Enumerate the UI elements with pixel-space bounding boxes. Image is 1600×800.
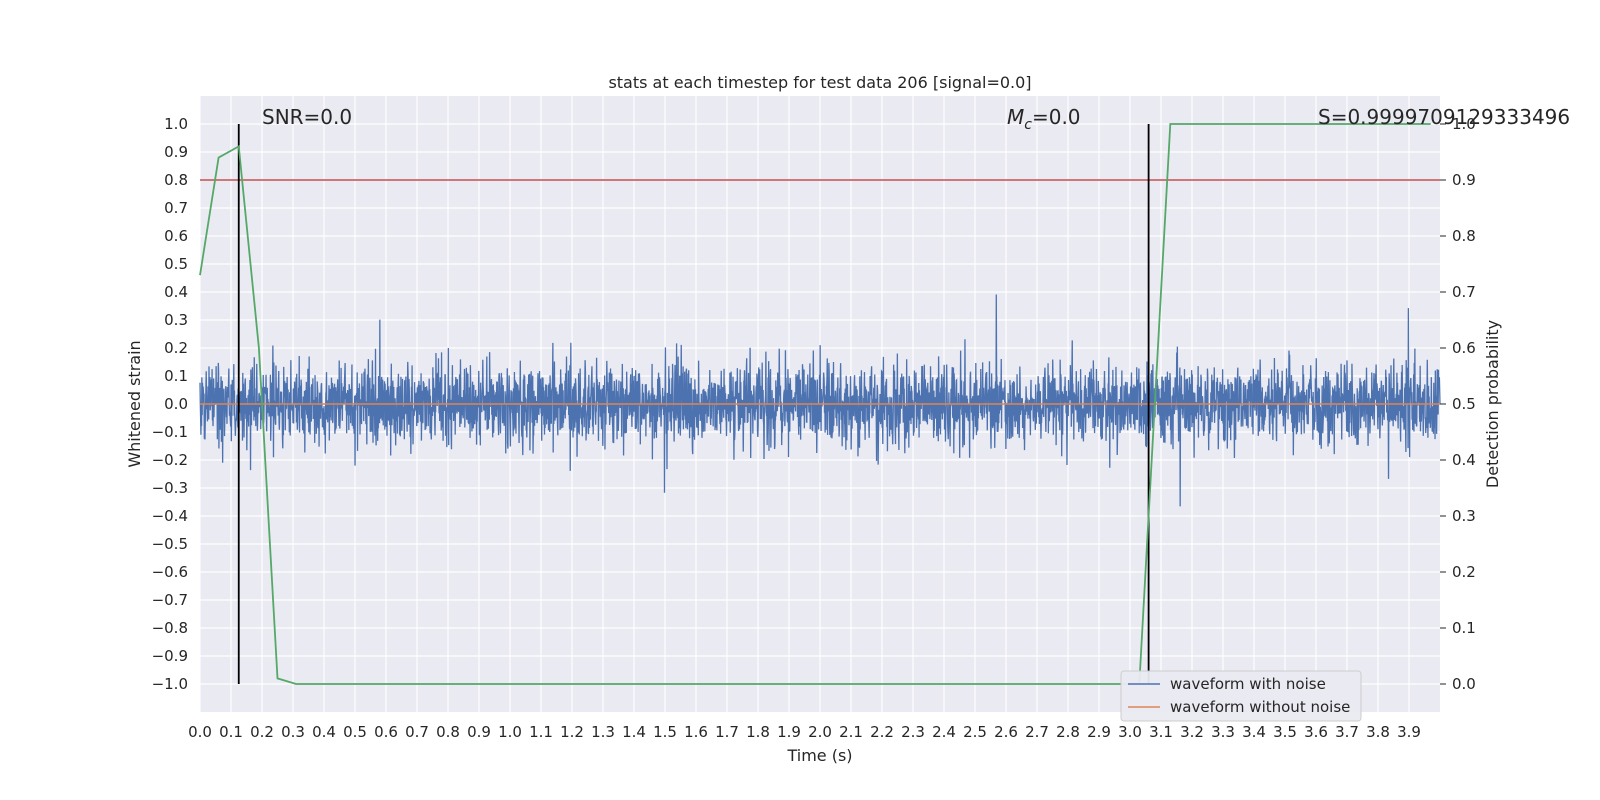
mc-symbol: M <box>1007 105 1024 129</box>
y-tick-label: 0.8 <box>164 171 188 189</box>
s-annotation: S=0.9999709129333496 <box>1318 105 1570 129</box>
x-tick-label: 0.3 <box>281 723 305 741</box>
x-tick-label: 0.1 <box>219 723 243 741</box>
y2-tick-label: 0.9 <box>1452 171 1476 189</box>
marker-lines <box>237 124 1150 684</box>
y2-tick-label: 0.5 <box>1452 395 1476 413</box>
y-tick-label: 1.0 <box>164 115 188 133</box>
legend-label-clean: waveform without noise <box>1170 698 1350 716</box>
y-axis-label: Whitened strain <box>125 340 144 467</box>
x-tick-label: 3.3 <box>1211 723 1235 741</box>
x-tick-label: 1.5 <box>653 723 677 741</box>
x-tick-label: 2.4 <box>932 723 956 741</box>
y-tick-label: −0.6 <box>152 563 188 581</box>
y2-tick-label: 0.4 <box>1452 451 1476 469</box>
x-tick-label: 1.3 <box>591 723 615 741</box>
x-tick-label: 1.2 <box>560 723 584 741</box>
y-tick-label: −0.5 <box>152 535 188 553</box>
chart-title: stats at each timestep for test data 206… <box>608 73 1031 92</box>
x-tick-label: 1.7 <box>715 723 739 741</box>
x-ticks: 0.0 0.1 0.2 0.3 0.4 0.5 0.6 0.7 0.8 0.9 1.0 1.1 1.2 1… <box>188 723 1421 741</box>
mc-subscript: c <box>1024 117 1032 133</box>
x-tick-label: 2.3 <box>901 723 925 741</box>
snr-annotation: SNR=0.0 <box>262 105 352 129</box>
x-tick-label: 1.8 <box>746 723 770 741</box>
y-tick-label: −0.1 <box>152 423 188 441</box>
x-tick-label: 3.5 <box>1273 723 1297 741</box>
mc-annotation: Mc=0.0 <box>1007 105 1081 133</box>
y2-ticks: 1.0 0.9 0.8 0.7 0.6 0.5 0.4 0.3 0.2 0.1 0.0 <box>1440 115 1476 693</box>
x-tick-label: 2.8 <box>1056 723 1080 741</box>
y-tick-label: 0.0 <box>164 395 188 413</box>
y2-tick-label: 0.0 <box>1452 675 1476 693</box>
y-tick-label: −0.2 <box>152 451 188 469</box>
x-tick-label: 2.6 <box>994 723 1018 741</box>
x-tick-label: 3.0 <box>1118 723 1142 741</box>
x-tick-label: 1.1 <box>529 723 553 741</box>
x-tick-label: 0.2 <box>250 723 274 741</box>
x-tick-label: 0.9 <box>467 723 491 741</box>
y2-tick-label: 0.3 <box>1452 507 1476 525</box>
legend-box <box>1120 670 1362 722</box>
y-tick-label: −1.0 <box>152 675 188 693</box>
x-tick-label: 2.9 <box>1087 723 1111 741</box>
x-tick-label: 1.6 <box>684 723 708 741</box>
series-detection-probability <box>199 123 1431 685</box>
y2-tick-label: 0.2 <box>1452 563 1476 581</box>
series-waveform-with-noise <box>199 294 1441 507</box>
x-tick-label: 0.8 <box>436 723 460 741</box>
y-tick-label: −0.9 <box>152 647 188 665</box>
x-tick-label: 3.8 <box>1366 723 1390 741</box>
x-tick-label: 3.1 <box>1149 723 1173 741</box>
x-tick-label: 1.9 <box>777 723 801 741</box>
x-axis-label: Time (s) <box>786 746 852 765</box>
y-tick-label: 0.4 <box>164 283 188 301</box>
mc-value: =0.0 <box>1032 105 1081 129</box>
x-tick-label: 0.6 <box>374 723 398 741</box>
x-tick-label: 3.9 <box>1397 723 1421 741</box>
y2-tick-label: 0.7 <box>1452 283 1476 301</box>
legend: waveform with noise waveform without noi… <box>1120 670 1362 722</box>
y2-tick-label: 1.0 <box>1452 115 1476 133</box>
x-tick-label: 0.4 <box>312 723 336 741</box>
y2-tick-label: 0.1 <box>1452 619 1476 637</box>
y-tick-label: 0.1 <box>164 367 188 385</box>
x-tick-label: 3.2 <box>1180 723 1204 741</box>
y-tick-label: −0.7 <box>152 591 188 609</box>
y-tick-label: 0.2 <box>164 339 188 357</box>
x-tick-label: 3.7 <box>1335 723 1359 741</box>
x-tick-label: 3.4 <box>1242 723 1266 741</box>
x-tick-label: 0.7 <box>405 723 429 741</box>
legend-label-noise: waveform with noise <box>1170 675 1326 693</box>
y-ticks: 1.0 0.9 0.8 0.7 0.6 0.5 0.4 0.3 0.2 0.1 0.0 −0.1 −0.… <box>152 115 188 693</box>
x-tick-label: 1.4 <box>622 723 646 741</box>
x-tick-label: 1.0 <box>498 723 522 741</box>
x-tick-label: 0.5 <box>343 723 367 741</box>
y2-tick-label: 0.6 <box>1452 339 1476 357</box>
x-tick-label: 2.0 <box>808 723 832 741</box>
y-tick-label: 0.6 <box>164 227 188 245</box>
y-tick-label: 0.5 <box>164 255 188 273</box>
y-tick-label: −0.8 <box>152 619 188 637</box>
y2-axis-label: Detection probability <box>1483 320 1502 488</box>
x-tick-label: 2.1 <box>839 723 863 741</box>
y-tick-label: 0.7 <box>164 199 188 217</box>
y-tick-label: 0.9 <box>164 143 188 161</box>
x-tick-label: 2.7 <box>1025 723 1049 741</box>
y2-tick-label: 0.8 <box>1452 227 1476 245</box>
x-tick-label: 2.5 <box>963 723 987 741</box>
y-tick-label: −0.3 <box>152 479 188 497</box>
y-tick-label: 0.3 <box>164 311 188 329</box>
x-tick-label: 2.2 <box>870 723 894 741</box>
x-tick-label: 0.0 <box>188 723 212 741</box>
y-tick-label: −0.4 <box>152 507 188 525</box>
x-tick-label: 3.6 <box>1304 723 1328 741</box>
